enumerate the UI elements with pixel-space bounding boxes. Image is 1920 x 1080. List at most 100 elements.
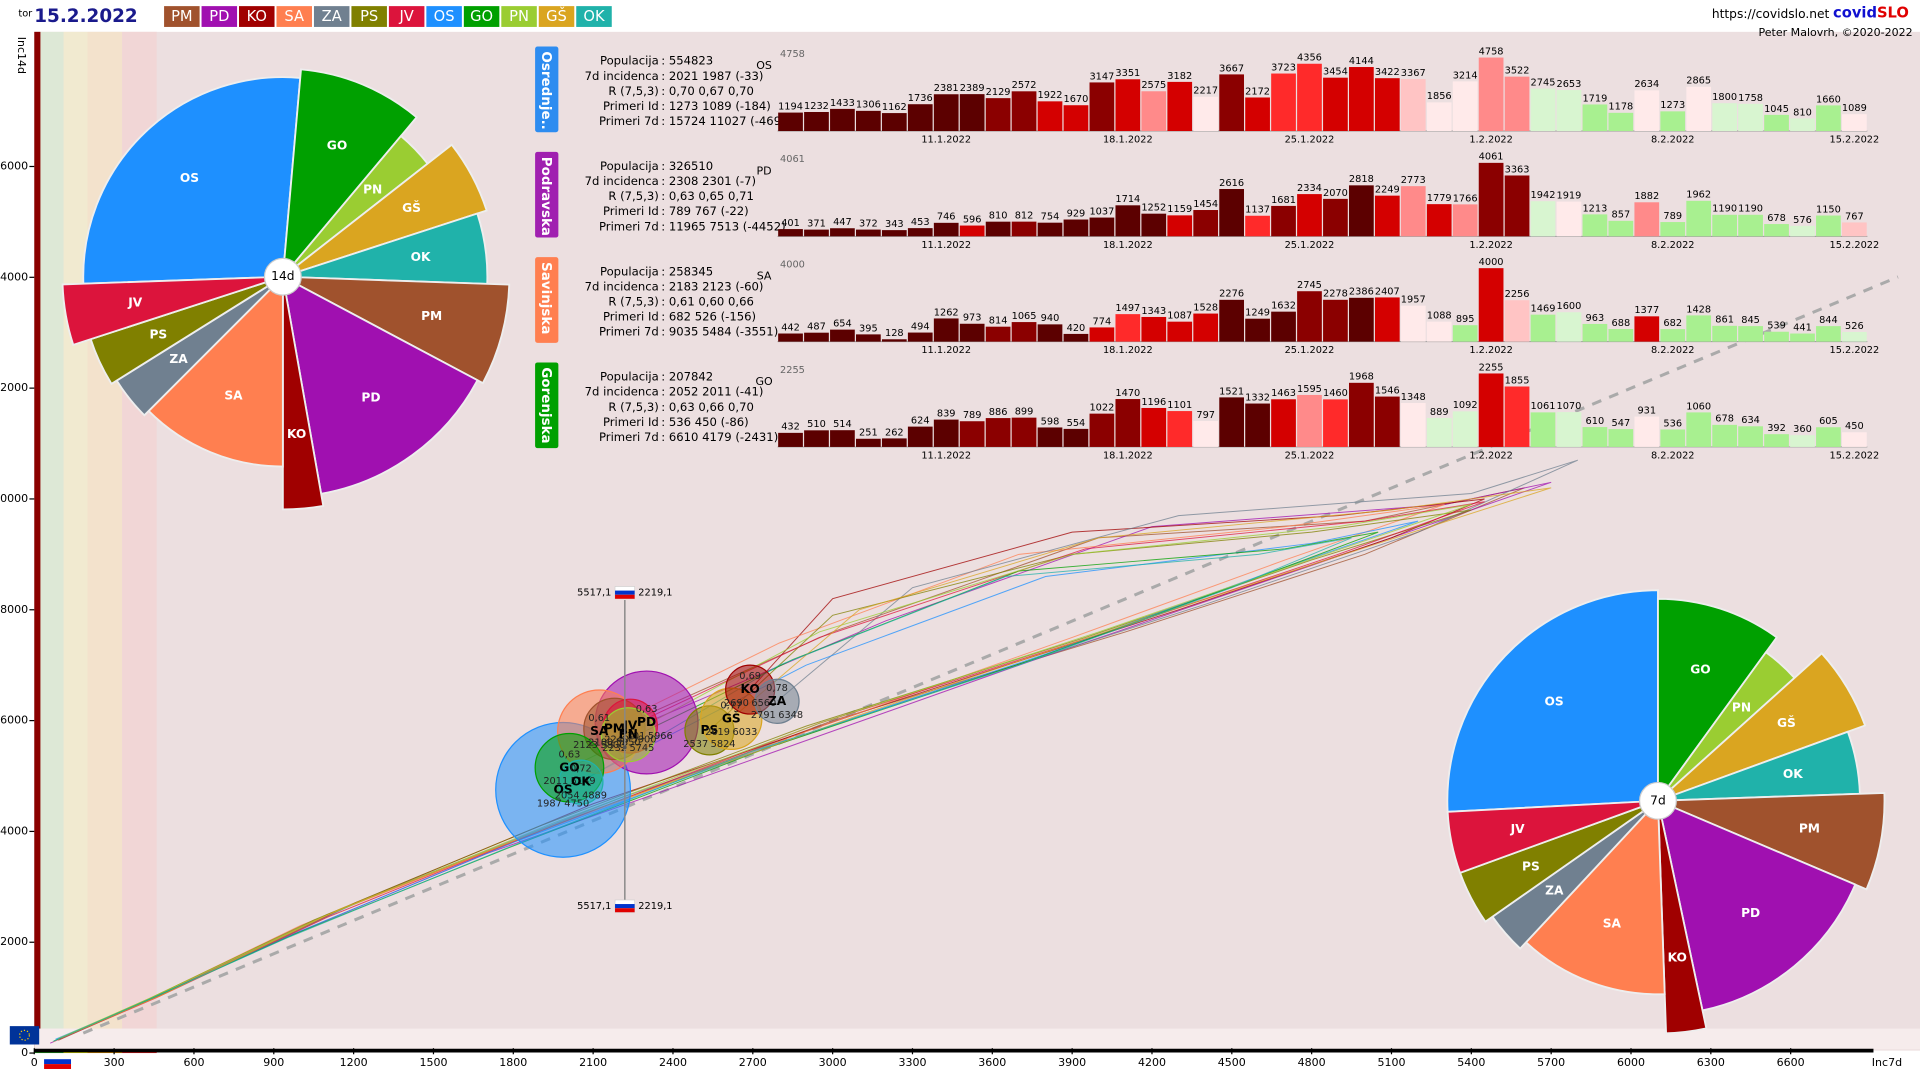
bubble-name: KO [740,682,759,696]
bubble-name: ZA [768,694,787,708]
legend-chip [313,6,350,27]
bar-label: 1045 [1764,104,1789,115]
bar-label: 536 [1663,418,1682,429]
bar [933,318,959,342]
pie-segment [281,275,479,495]
x-tick-label: 6600 [1777,1056,1805,1069]
bar [804,111,829,132]
bar [1504,76,1530,132]
bar-label: 4000 [1479,257,1504,268]
bar-label: 1962 [1686,190,1711,201]
bar [1842,432,1867,447]
y-tick-label: 4000 [0,824,28,837]
bar [1712,103,1737,132]
bar-label: 450 [1845,421,1864,432]
y-tick-label: 8000 [0,603,28,616]
bar [881,113,907,132]
stat-label: 7d incidenca [585,69,659,83]
bar [1271,399,1296,447]
bar [778,229,803,237]
bar [1400,79,1426,132]
pie-center-label: 7d [1650,793,1666,807]
bar-label: 4061 [1479,152,1504,163]
stat-value: : 11965 7513 (-4452) [661,219,785,233]
bar-label: 2745 [1297,280,1322,291]
pie-segment [1656,799,1857,1012]
date-label: 25.1.2022 [1285,451,1335,462]
bar [1478,162,1504,237]
bar [1037,101,1063,132]
bar [1426,204,1452,237]
bubble-y: 5745 [629,743,654,754]
bar [933,94,959,132]
pie-label: JV [1510,822,1526,836]
bubble [558,759,604,805]
bar [1504,300,1530,342]
slovenia-y: 5517,1 [577,588,611,599]
bar-label: 395 [859,323,878,334]
trajectories [50,459,1578,1044]
stat-value: : 207842 [661,370,713,384]
x-tick-label: 6300 [1697,1056,1725,1069]
bar-label: 931 [1637,405,1656,416]
bar-label: 526 [1845,321,1864,332]
band [63,31,88,1029]
bar-label: 1454 [1193,199,1218,210]
bar [1660,429,1686,447]
bar [1452,204,1478,237]
bar [1245,403,1270,447]
bar-label: 940 [1041,313,1060,324]
bar [1193,420,1219,447]
pie-label: GŠ [1777,715,1796,730]
slovenia-x: 2219,1 [638,901,672,912]
bar [1115,314,1141,342]
stat-label: Primeri 7d [599,114,659,128]
x-tick-label: 3300 [898,1056,926,1069]
bubble-y: 5850 [616,737,641,748]
stat-label: 7d incidenca [585,385,659,399]
bubble-x: 2232 [602,743,627,754]
bar-label: 598 [1041,416,1060,427]
bar-label: 754 [1041,212,1060,223]
bar-label: 1306 [856,100,881,111]
pie-label: ZA [1545,883,1564,897]
axis-max: 2255 [780,365,805,376]
date-label: 25.1.2022 [1285,240,1335,251]
bar-label: 441 [1793,322,1812,333]
stat-value: : 2021 1987 (-33) [661,69,763,83]
pie-label: OS [180,171,199,185]
pie-segment [1657,597,1778,804]
bar-label: 453 [911,217,930,228]
bar [1245,318,1270,342]
stat-label: R (7,5,3) [608,294,658,308]
bar [1115,79,1141,132]
axis-max: 4061 [780,154,805,165]
bar [1219,397,1244,447]
bar [1686,200,1712,237]
bar-label: 963 [1586,313,1605,324]
bar-label: 886 [989,407,1008,418]
bar [1011,322,1037,342]
bar [804,229,829,237]
bar-label: 1968 [1349,372,1374,383]
stat-value: : 258345 [661,264,713,278]
bar [1141,213,1167,237]
bar-label: 1087 [1167,311,1192,322]
bar-label: 392 [1767,423,1786,434]
bar-label: 2249 [1375,185,1400,196]
bar-label: 1159 [1167,204,1192,215]
bar-label: 895 [1456,314,1475,325]
url[interactable]: https://covidslo.net [1712,7,1830,21]
bar [1374,297,1400,342]
bar-label: 1758 [1738,93,1763,104]
bar [1193,313,1219,342]
bar [1790,435,1815,447]
pie-label: PN [1732,700,1751,714]
bar [1738,214,1763,237]
x-tick-label: 5100 [1377,1056,1405,1069]
bar-label: 899 [1015,407,1034,418]
date-label: 1.2.2022 [1469,135,1513,146]
bar-label: 1178 [1608,102,1633,113]
bar [856,334,881,342]
